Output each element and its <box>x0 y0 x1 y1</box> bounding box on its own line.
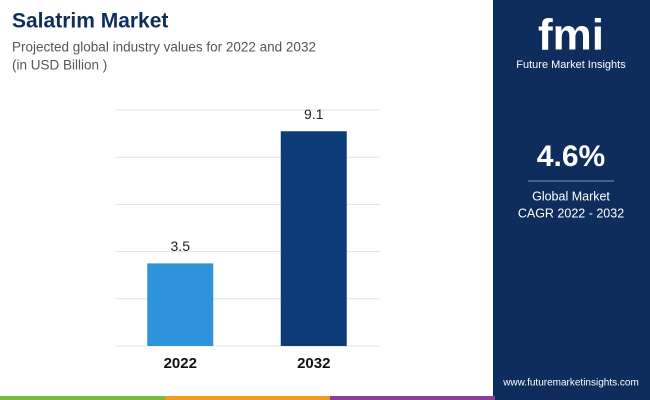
unit-note: (in USD Billion ) <box>12 58 107 73</box>
strip-purple <box>330 396 495 400</box>
cagr-value: 4.6% <box>537 140 605 173</box>
x-tick-label: 2022 <box>164 355 197 372</box>
chart-subtitle: Projected global industry values for 202… <box>12 40 316 55</box>
chart-title: Salatrim Market <box>12 10 168 33</box>
logo: fmi <box>538 11 604 60</box>
value-label: 3.5 <box>171 238 191 254</box>
side-panel <box>493 0 650 396</box>
strip-orange <box>165 396 330 400</box>
cagr-label: CAGR 2022 - 2032 <box>518 206 624 220</box>
bar <box>280 131 347 346</box>
website: www.futuremarketinsights.com <box>502 378 639 389</box>
strip-green <box>0 396 165 400</box>
bar <box>147 263 214 346</box>
x-tick-label: 2032 <box>297 355 330 372</box>
brand: Future Market Insights <box>516 59 626 71</box>
cagr-label: Global Market <box>532 189 610 203</box>
strip-blue <box>495 396 650 400</box>
value-label: 9.1 <box>304 106 324 122</box>
